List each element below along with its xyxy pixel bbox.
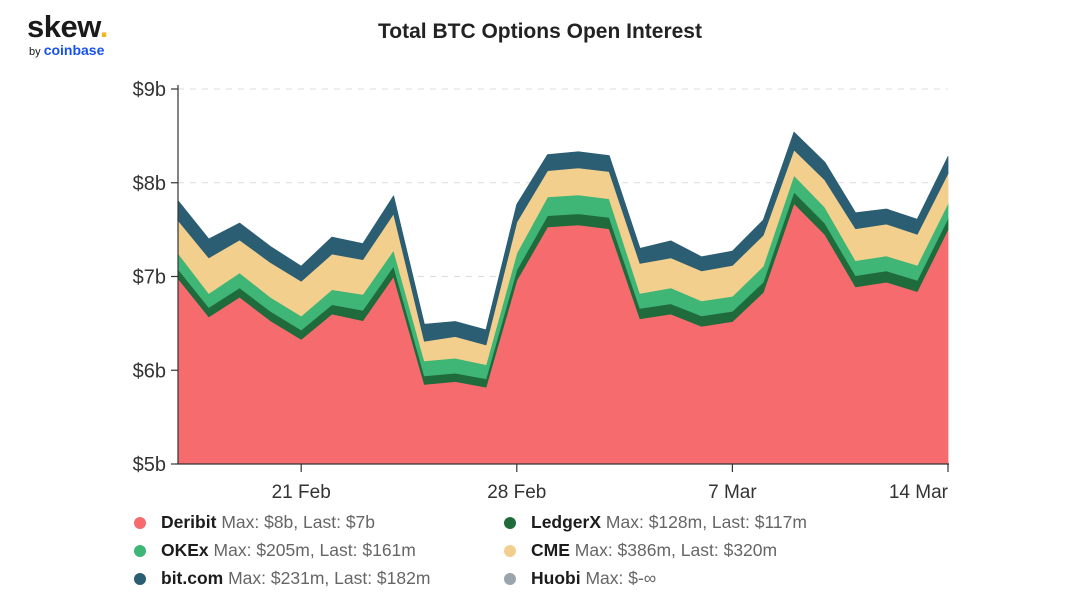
- skew-logo: skew. by coinbase: [27, 9, 109, 59]
- legend-stats: Max: $386m, Last: $320m: [574, 540, 778, 560]
- legend-item-okex[interactable]: OKEx Max: $205m, Last: $161m: [134, 540, 416, 561]
- bitcom-dot-icon: [134, 573, 146, 585]
- legend-stats: Max: $231m, Last: $182m: [228, 568, 431, 588]
- x-tick-label: 28 Feb: [487, 482, 546, 503]
- legend-item-huobi[interactable]: Huobi Max: $-∞: [504, 568, 656, 589]
- cme-dot-icon: [504, 545, 516, 557]
- deribit-dot-icon: [134, 517, 146, 529]
- y-tick-label: $9b: [133, 79, 166, 101]
- legend-name: Huobi: [531, 568, 581, 588]
- x-tick-label: 7 Mar: [708, 482, 757, 503]
- y-tick-label: $6b: [133, 360, 166, 382]
- y-tick-label: $8b: [133, 173, 166, 195]
- legend-stats: Max: $8b, Last: $7b: [221, 512, 376, 532]
- chart-title: Total BTC Options Open Interest: [378, 20, 702, 43]
- logo-coinbase: coinbase: [43, 42, 105, 58]
- ledgerx-dot-icon: [504, 517, 516, 529]
- legend-name: Deribit: [161, 512, 217, 532]
- y-tick-label: $7b: [133, 267, 166, 289]
- legend-name: LedgerX: [531, 512, 602, 532]
- legend-name: OKEx: [161, 540, 209, 560]
- logo-by: by: [29, 46, 41, 58]
- legend-item-cme[interactable]: CME Max: $386m, Last: $320m: [504, 540, 777, 561]
- x-tick-label: 14 Mar: [889, 482, 949, 503]
- logo-brand: skew: [27, 9, 100, 44]
- legend-stats: Max: $128m, Last: $117m: [605, 512, 807, 532]
- legend-name: CME: [531, 540, 570, 560]
- legend-stats: Max: $205m, Last: $161m: [213, 540, 416, 560]
- y-tick-label: $5b: [133, 454, 166, 476]
- okex-dot-icon: [134, 545, 146, 557]
- legend-stats: Max: $-∞: [585, 568, 657, 588]
- x-tick-label: 21 Feb: [272, 482, 331, 503]
- legend-item-ledgerx[interactable]: LedgerX Max: $128m, Last: $117m: [504, 512, 807, 533]
- legend-name: bit.com: [161, 568, 224, 588]
- legend-item-bitcom[interactable]: bit.com Max: $231m, Last: $182m: [134, 568, 430, 589]
- axes: $5b $6b $7b $8b $9b 21 Feb 28 Feb 7 Mar 14 Mar: [133, 79, 949, 503]
- huobi-dot-icon: [504, 573, 516, 585]
- series-areas: [177, 131, 949, 465]
- logo-dot: .: [99, 9, 109, 44]
- legend-item-deribit[interactable]: Deribit Max: $8b, Last: $7b: [134, 512, 375, 533]
- area-bitcom[interactable]: [177, 131, 949, 346]
